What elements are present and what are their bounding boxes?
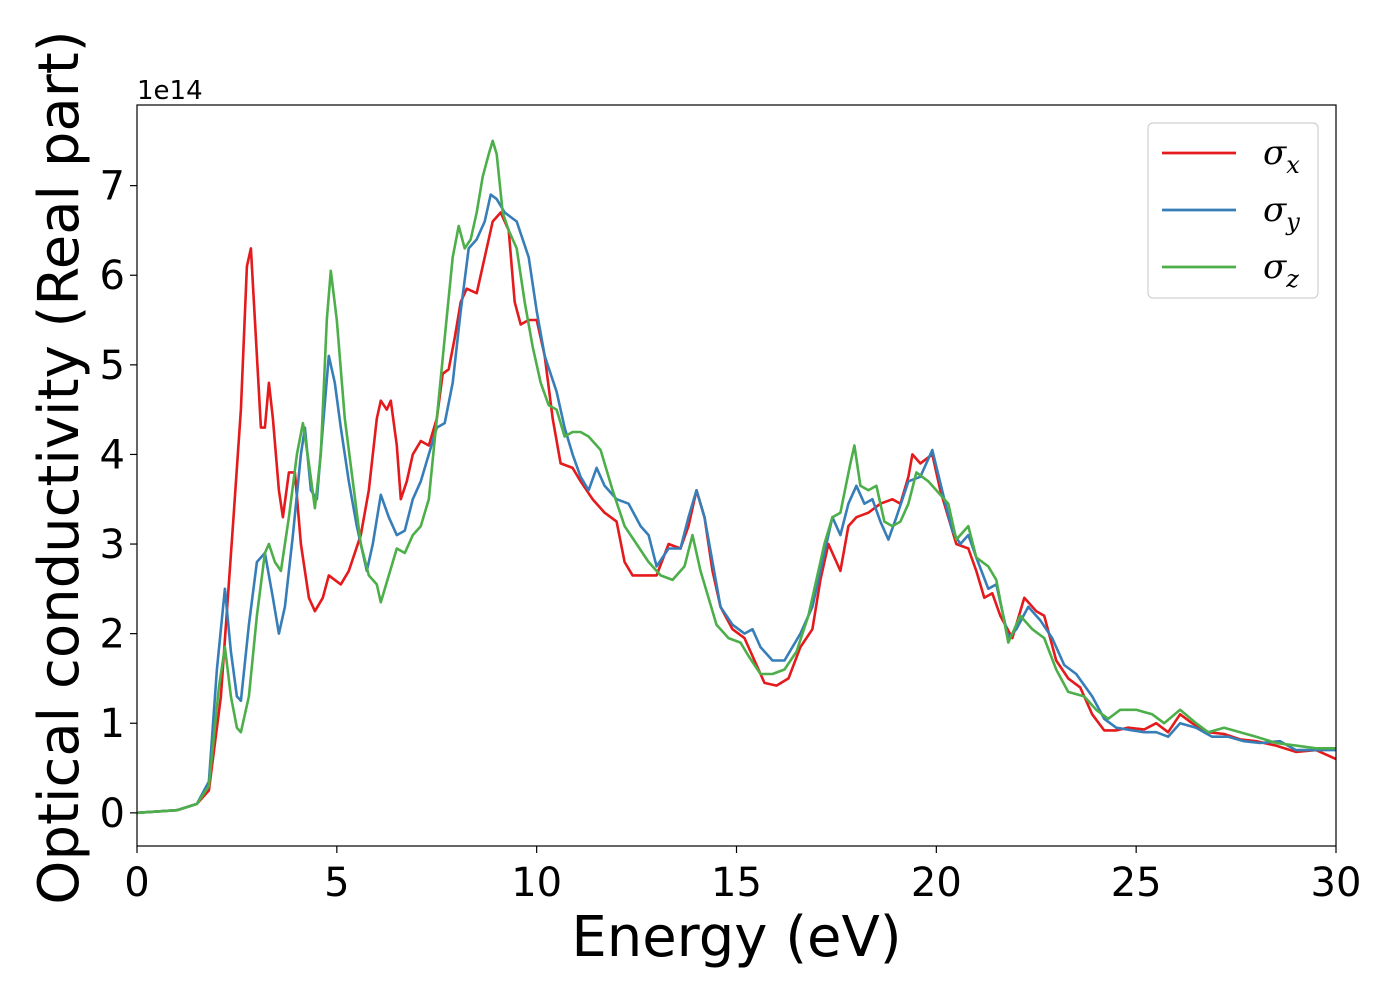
y-tick-label: 3 [100,522,125,568]
legend-label-x: σx [1263,133,1300,179]
legend-label-z: σz [1263,247,1299,293]
x-tick-label: 30 [1311,860,1362,906]
legend-label-y: σy [1263,190,1300,236]
y-tick-label: 1 [100,701,125,747]
x-tick-label: 20 [911,860,962,906]
y-tick-label: 6 [100,253,125,299]
y-axis-ticks: 0 1 2 3 4 5 6 7 [100,164,137,837]
y-tick-label: 7 [100,164,125,210]
x-tick-label: 15 [711,860,762,906]
x-tick-label: 10 [511,860,562,906]
series-line-x [137,211,1336,815]
y-tick-label: 0 [100,791,125,837]
series-layer [137,139,1336,815]
y-axis-label: Optical conductivity (Real part) [27,30,92,904]
x-tick-label: 25 [1111,860,1162,906]
y-tick-label: 5 [100,343,125,389]
x-axis-ticks: 0 5 10 15 20 25 30 [124,846,1361,906]
x-tick-label: 5 [324,860,349,906]
x-tick-label: 0 [124,860,149,906]
x-axis-label: Energy (eV) [571,905,901,970]
y-tick-label: 4 [100,432,125,478]
series-line-z [137,139,1336,815]
y-offset-text: 1e14 [137,76,203,106]
y-tick-label: 2 [100,612,125,658]
legend: σx σy σz [1147,122,1319,299]
